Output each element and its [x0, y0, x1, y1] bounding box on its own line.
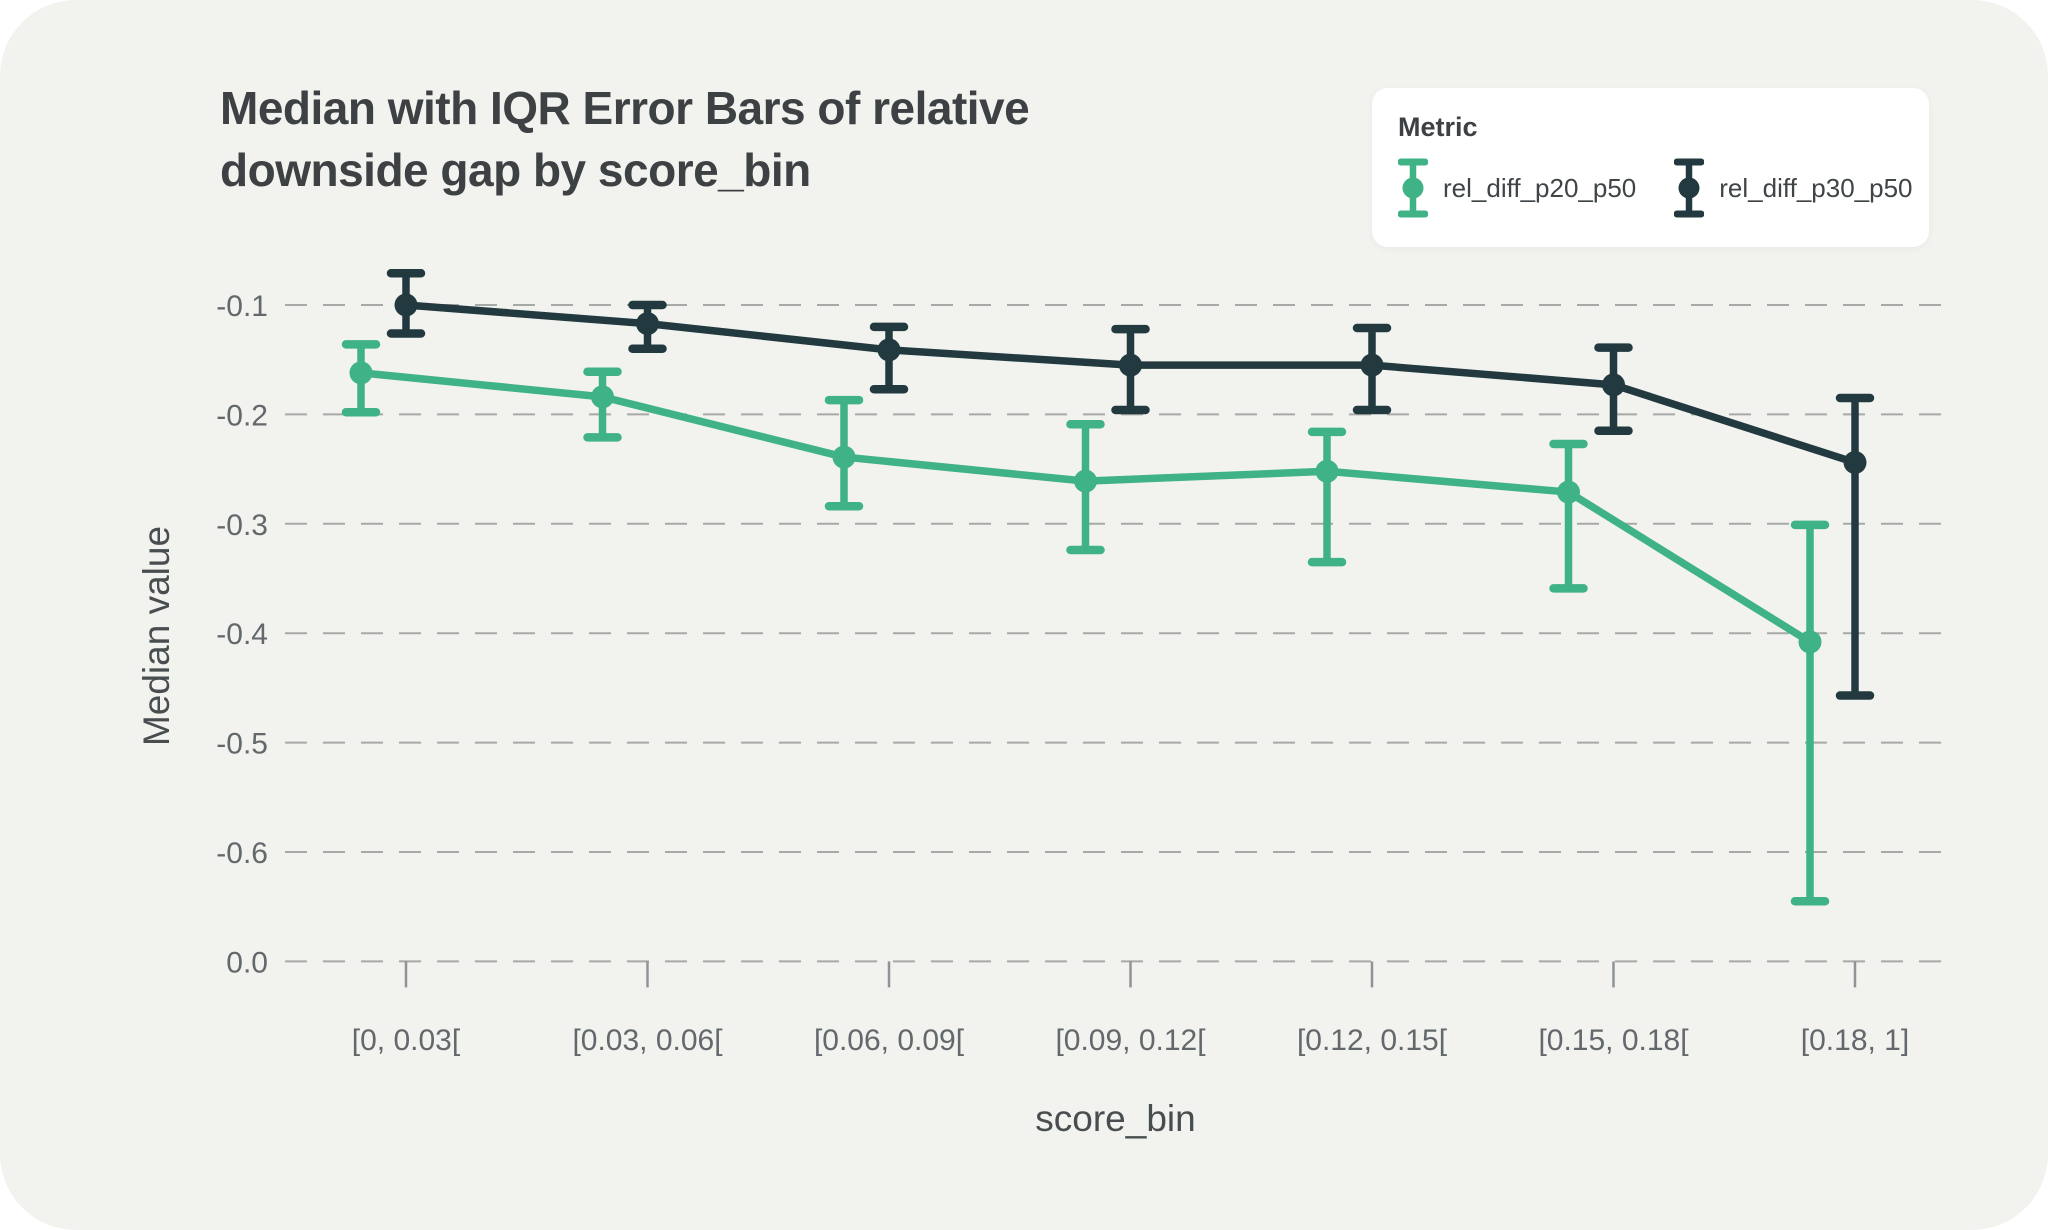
x-tick-label: [0, 0.03[ [352, 1024, 461, 1057]
y-tick-label: -0.6 [216, 837, 268, 870]
data-point [1798, 630, 1822, 654]
data-point [832, 445, 856, 469]
series-rel_diff_p30_p50 [386, 269, 1875, 700]
x-axis-title: score_bin [1035, 1098, 1196, 1139]
data-point [591, 385, 614, 409]
x-tick-label: [0.06, 0.09[ [814, 1024, 965, 1057]
legend: Metric rel_diff_p20_p50 rel_diff_p30_p50 [1372, 88, 1929, 247]
data-point [1315, 459, 1339, 483]
data-point [1074, 469, 1097, 493]
x-tick-label: [0.15, 0.18[ [1538, 1024, 1689, 1057]
y-tick-label: -0.1 [216, 290, 268, 323]
legend-title: Metric [1398, 112, 1478, 142]
y-tick-label: -0.5 [216, 728, 268, 761]
legend-item: rel_diff_p30_p50 [1674, 155, 1913, 221]
data-point [877, 338, 901, 362]
errorbar-icon [1398, 158, 1428, 218]
x-tick-label: [0.09, 0.12[ [1055, 1024, 1206, 1057]
data-point [1843, 451, 1867, 475]
x-tick-label: [0.12, 0.15[ [1297, 1024, 1448, 1057]
legend-item-label: rel_diff_p20_p50 [1443, 172, 1637, 203]
data-point [1602, 373, 1625, 397]
x-tick-label: [0.18, 1] [1801, 1024, 1909, 1057]
data-point [1360, 353, 1384, 377]
legend-items: rel_diff_p20_p50 rel_diff_p30_p50 [1398, 155, 1913, 221]
chart-title: Median with IQR Error Bars of relative d… [220, 82, 1030, 196]
series-rel_diff_p20_p50 [341, 340, 1830, 906]
legend-item-label: rel_diff_p30_p50 [1719, 172, 1913, 203]
data-point [1119, 353, 1142, 377]
x-tick-label: [0.03, 0.06[ [572, 1024, 723, 1057]
data-point [1557, 480, 1580, 504]
y-axis-title: Median value [136, 525, 177, 747]
y-tick-label: 0.0 [226, 946, 268, 979]
data-point [394, 293, 418, 317]
errorbar-icon [1674, 158, 1705, 218]
y-tick-label: -0.4 [216, 618, 268, 651]
legend-item: rel_diff_p20_p50 [1398, 155, 1636, 221]
data-point [349, 361, 373, 385]
y-tick-label: -0.3 [216, 509, 268, 542]
data-point [636, 312, 659, 336]
y-tick-label: -0.2 [216, 399, 268, 432]
